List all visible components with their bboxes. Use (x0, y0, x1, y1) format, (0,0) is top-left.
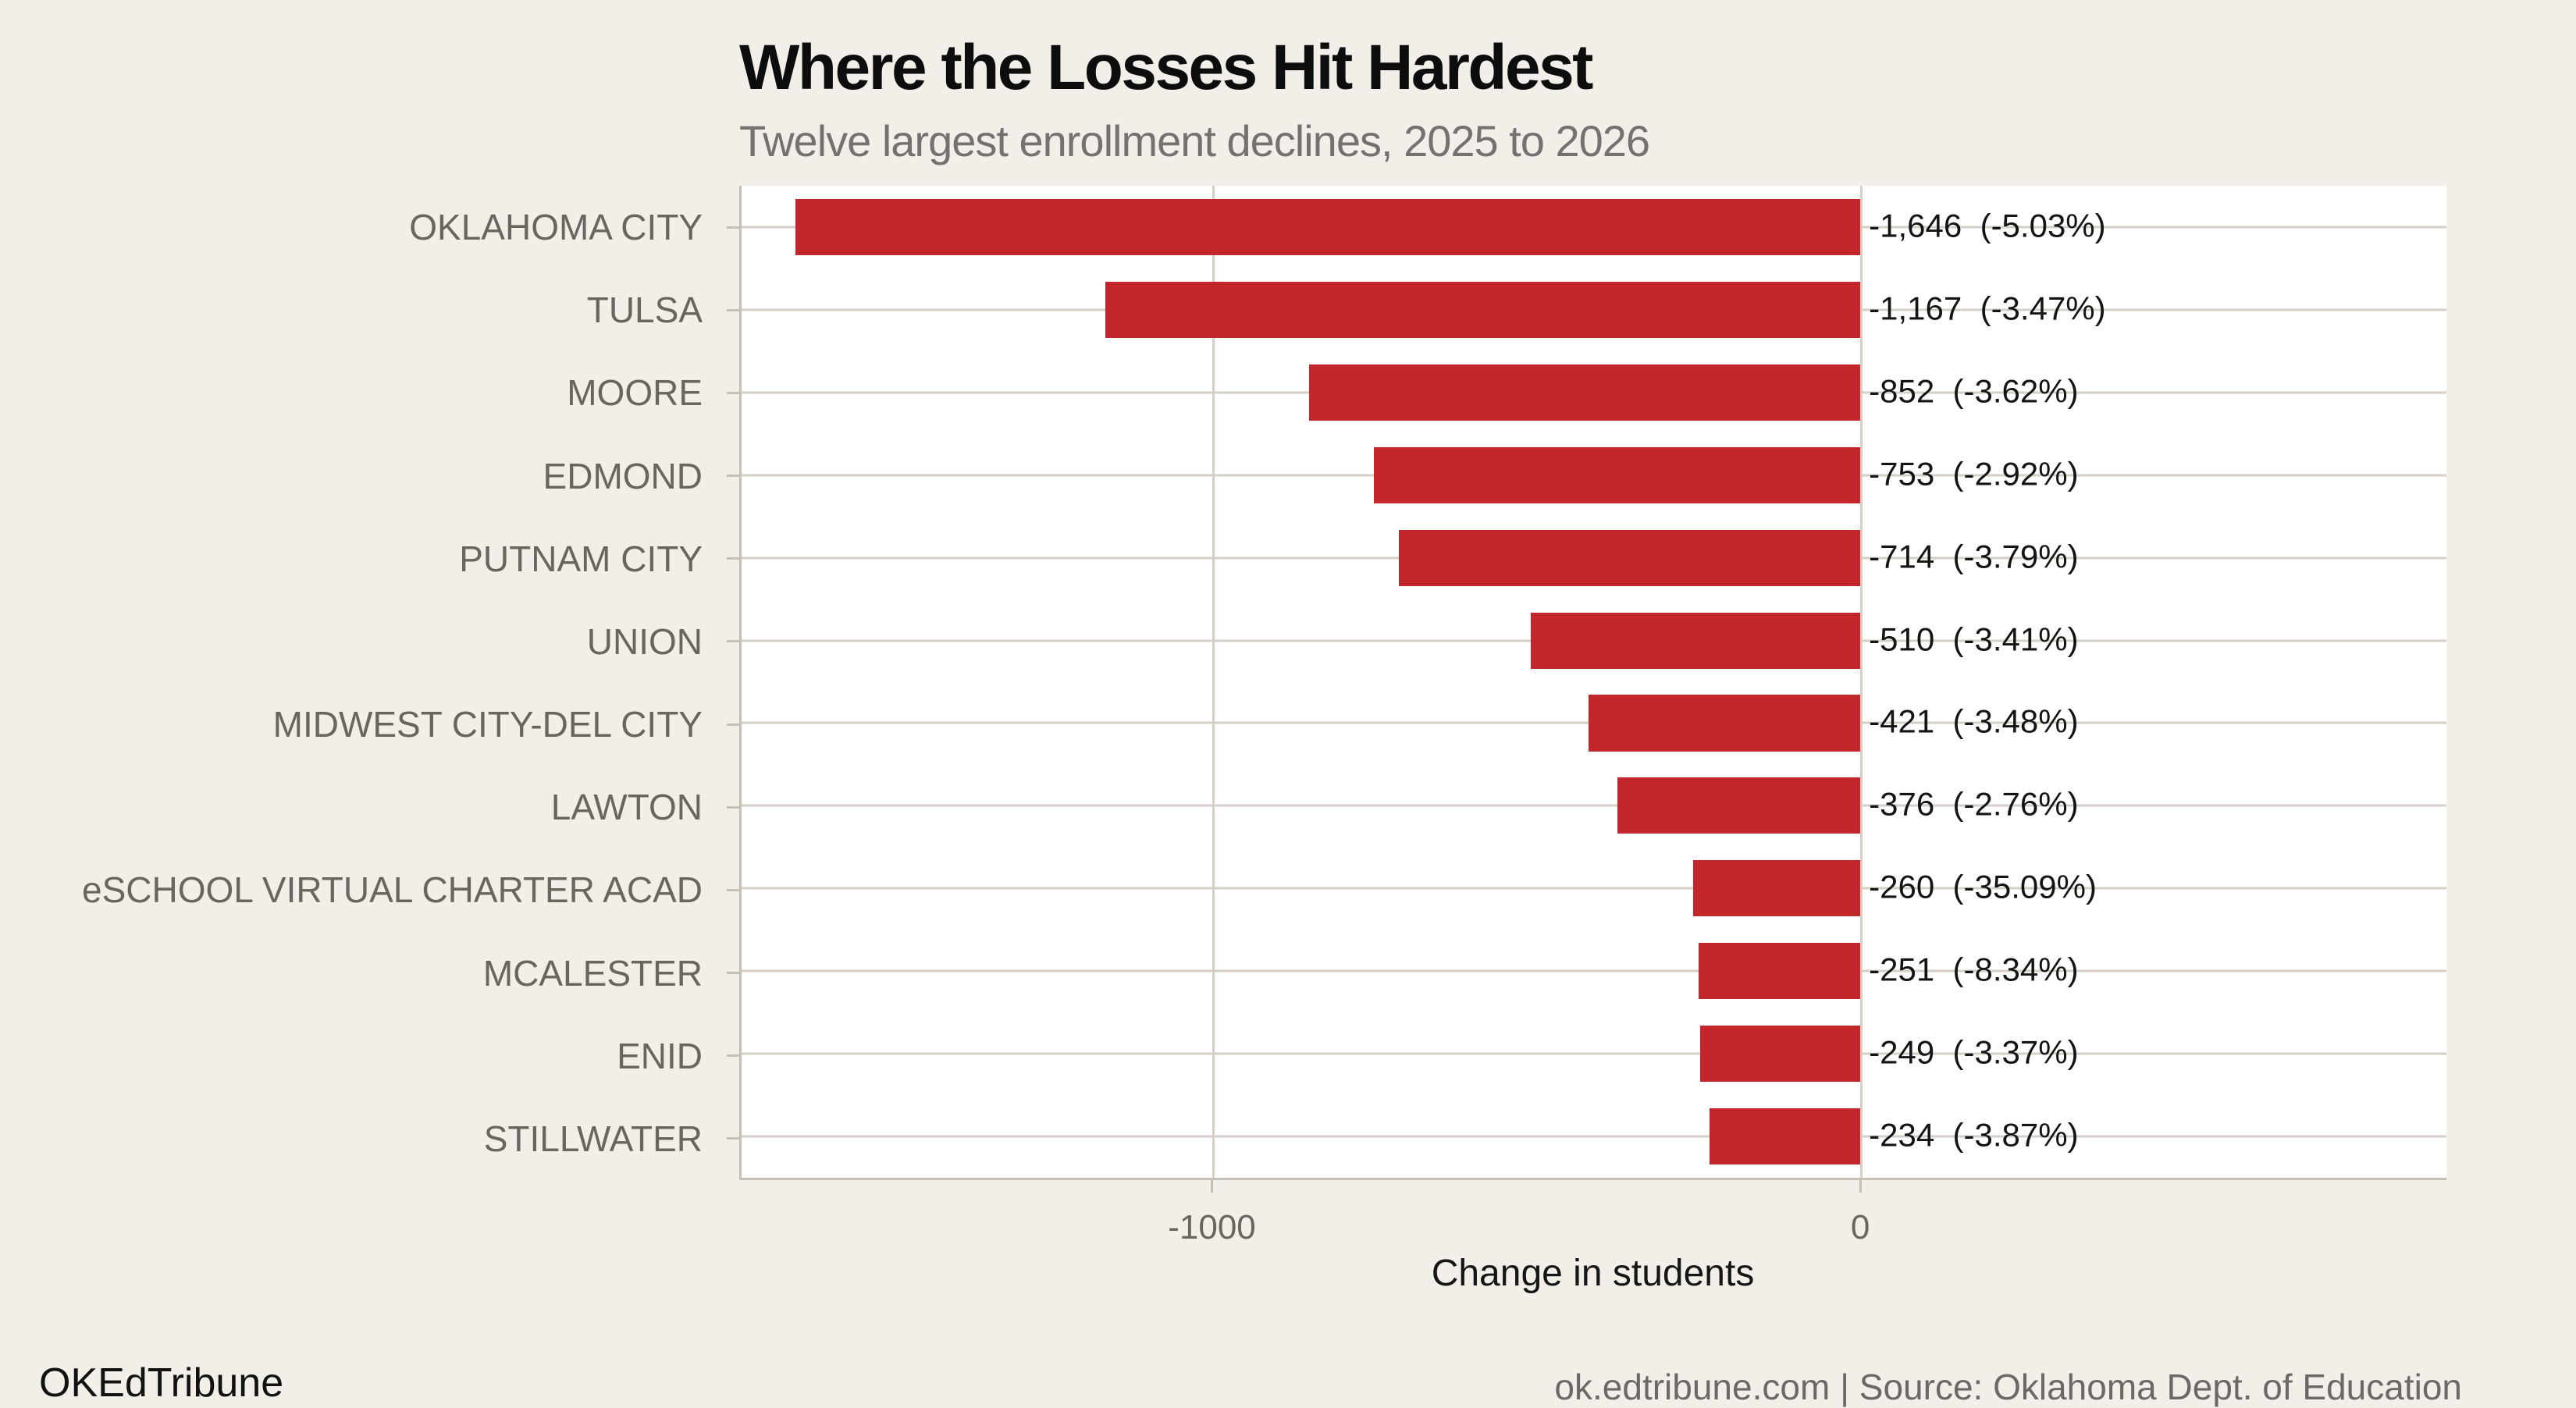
bar-row: -376 (-2.76%) (742, 764, 2446, 847)
bar-edmond (1373, 446, 1862, 503)
y-axis-label: TULSA (586, 290, 703, 331)
bar-stillwater (1710, 1108, 1862, 1165)
bar-moore (1309, 364, 1862, 421)
x-tick-label: 0 (1850, 1208, 1870, 1246)
value-label: -510 (-3.41%) (1869, 620, 2079, 658)
y-axis-label: MIDWEST CITY-DEL CITY (272, 704, 703, 745)
page-title: Where the Losses Hit Hardest (739, 32, 1593, 103)
y-axis-label: eSCHOOL VIRTUAL CHARTER ACAD (82, 869, 703, 911)
bar-row: -421 (-3.48%) (742, 682, 2446, 765)
gridline-x--1000 (1212, 186, 1215, 1178)
y-axis-label: UNION (586, 620, 703, 662)
bar-eschool-virtual-charter-acad (1692, 860, 1862, 917)
bar-row: -714 (-3.79%) (742, 517, 2446, 599)
y-axis-label: ENID (617, 1035, 703, 1076)
value-label: -234 (-3.87%) (1869, 1116, 2079, 1154)
row-gridline (742, 1052, 2446, 1055)
y-axis-label: MOORE (567, 372, 703, 414)
y-axis-label: EDMOND (543, 455, 703, 496)
y-tick (727, 640, 739, 643)
bar-row: -251 (-8.34%) (742, 930, 2446, 1012)
bar-row: -249 (-3.37%) (742, 1012, 2446, 1095)
bar-row: -510 (-3.41%) (742, 599, 2446, 682)
value-label: -249 (-3.37%) (1869, 1033, 2079, 1071)
bar-row: -260 (-35.09%) (742, 847, 2446, 930)
value-label: -376 (-2.76%) (1869, 785, 2079, 823)
value-label: -260 (-35.09%) (1869, 868, 2097, 905)
value-label: -1,646 (-5.03%) (1869, 207, 2106, 244)
bar-putnam-city (1398, 529, 1862, 586)
bar-rows: -1,646 (-5.03%) -1,167 (-3.47%) -852 (-3.6… (742, 186, 2446, 1178)
bar-row: -852 (-3.62%) (742, 351, 2446, 434)
value-label: -714 (-3.79%) (1869, 538, 2079, 575)
x-tick-label: -1000 (1168, 1208, 1256, 1246)
y-tick (727, 1137, 739, 1140)
y-tick (727, 308, 739, 311)
bar-row: -1,646 (-5.03%) (742, 186, 2446, 268)
bar-union (1531, 612, 1862, 669)
y-axis-label: PUTNAM CITY (459, 538, 703, 579)
x-axis-title: Change in students (1431, 1253, 1755, 1294)
y-axis-label: STILLWATER (483, 1118, 703, 1159)
bar-tulsa (1105, 281, 1862, 338)
value-label: -251 (-8.34%) (1869, 951, 2079, 988)
bar-row: -1,167 (-3.47%) (742, 268, 2446, 351)
bar-lawton (1617, 777, 1862, 834)
page-subtitle: Twelve largest enrollment declines, 2025… (739, 116, 1650, 165)
value-label: -753 (-2.92%) (1869, 455, 2079, 492)
row-gridline (742, 1135, 2446, 1138)
y-tick (727, 226, 739, 229)
x-tick (1859, 1180, 1862, 1193)
y-tick (727, 557, 739, 560)
y-tick (727, 391, 739, 394)
row-gridline (742, 969, 2446, 972)
footer-credit: ok.edtribune.com | Source: Oklahoma Dept… (1554, 1367, 2462, 1407)
bar-mcalester (1698, 943, 1862, 1000)
y-tick (727, 1054, 739, 1058)
value-label: -421 (-3.48%) (1869, 703, 2079, 741)
bar-row: -234 (-3.87%) (742, 1095, 2446, 1178)
y-tick (727, 972, 739, 975)
row-gridline (742, 804, 2446, 807)
y-tick (727, 475, 739, 478)
y-axis-label: MCALESTER (482, 952, 703, 994)
y-tick (727, 723, 739, 726)
y-tick (727, 888, 739, 891)
plot-area: -1,646 (-5.03%) -1,167 (-3.47%) -852 (-3.6… (739, 186, 2446, 1180)
y-tick (727, 805, 739, 809)
y-axis-label: OKLAHOMA CITY (409, 207, 703, 248)
row-gridline (742, 887, 2446, 890)
bar-row: -753 (-2.92%) (742, 434, 2446, 517)
bar-oklahoma-city (795, 198, 1862, 255)
value-label: -1,167 (-3.47%) (1869, 290, 2106, 327)
value-label: -852 (-3.62%) (1869, 372, 2079, 410)
footer-brand: OKEdTribune (39, 1360, 284, 1406)
bar-midwest-city-del-city (1588, 695, 1862, 752)
y-axis-label: LAWTON (550, 787, 703, 828)
bar-enid (1699, 1026, 1862, 1083)
x-tick (1211, 1180, 1214, 1193)
zero-line (1859, 186, 1863, 1178)
